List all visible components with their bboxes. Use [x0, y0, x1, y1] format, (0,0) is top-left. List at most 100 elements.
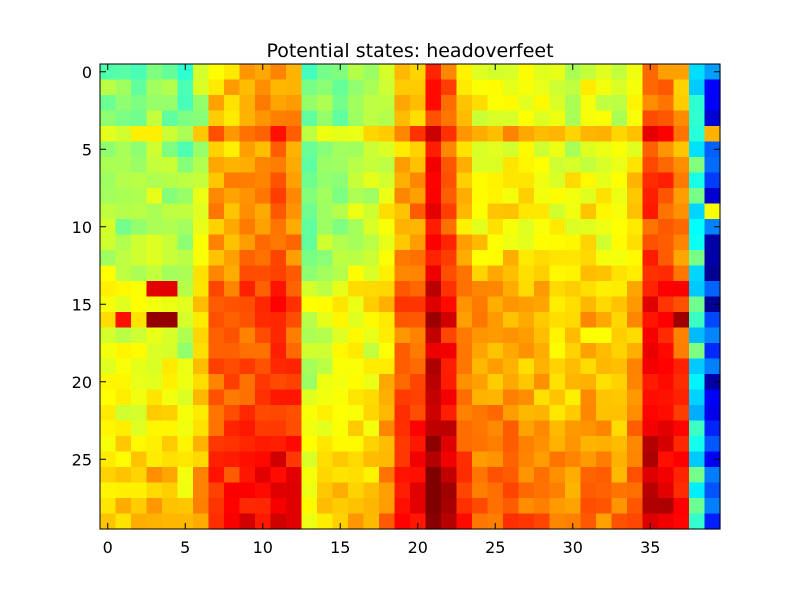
heatmap-cell — [704, 405, 721, 422]
heatmap-cell — [286, 126, 303, 143]
heatmap-cell — [487, 374, 504, 391]
heatmap-cell — [410, 374, 427, 391]
heatmap-cell — [146, 358, 163, 375]
heatmap-cell — [673, 374, 690, 391]
heatmap-cell — [363, 405, 380, 422]
heatmap-cell — [425, 358, 442, 375]
heatmap-cell — [425, 389, 442, 406]
heatmap-cell — [611, 436, 628, 453]
heatmap-cell — [317, 126, 334, 143]
heatmap-cell — [317, 203, 334, 220]
heatmap-cell — [611, 451, 628, 468]
heatmap-cell — [394, 389, 411, 406]
heatmap-cell — [673, 327, 690, 344]
heatmap-cell — [224, 436, 241, 453]
heatmap-cell — [348, 126, 365, 143]
heatmap-cell — [611, 296, 628, 313]
heatmap-cell — [410, 219, 427, 236]
heatmap-cell — [627, 374, 644, 391]
heatmap-cell — [518, 126, 535, 143]
heatmap-cell — [193, 265, 210, 282]
heatmap-cell — [658, 498, 675, 515]
heatmap-cell — [503, 327, 520, 344]
heatmap-cell — [704, 358, 721, 375]
heatmap-cell — [487, 327, 504, 344]
heatmap-cell — [177, 219, 194, 236]
heatmap-cell — [487, 296, 504, 313]
heatmap-cell — [456, 405, 473, 422]
heatmap-cell — [224, 358, 241, 375]
heatmap-cell — [286, 95, 303, 112]
heatmap-cell — [441, 188, 458, 205]
heatmap-cell — [627, 141, 644, 158]
heatmap-cell — [611, 482, 628, 499]
heatmap-cell — [115, 172, 132, 189]
heatmap-cell — [255, 482, 272, 499]
heatmap-cell — [410, 296, 427, 313]
heatmap-cell — [642, 436, 659, 453]
heatmap-cell — [441, 374, 458, 391]
heatmap-cell — [208, 482, 225, 499]
heatmap-cell — [441, 482, 458, 499]
heatmap-cell — [410, 64, 427, 81]
heatmap-cell — [146, 420, 163, 437]
heatmap-cell — [270, 498, 287, 515]
heatmap-cell — [332, 343, 349, 360]
heatmap-cell — [224, 513, 241, 530]
heatmap-cell — [425, 203, 442, 220]
heatmap-cell — [224, 281, 241, 298]
heatmap-cell — [456, 498, 473, 515]
heatmap-cell — [611, 95, 628, 112]
heatmap-cell — [146, 79, 163, 96]
heatmap-cell — [472, 405, 489, 422]
heatmap-cell — [580, 219, 597, 236]
heatmap-cell — [332, 95, 349, 112]
heatmap-cell — [549, 188, 566, 205]
heatmap-cell — [658, 157, 675, 174]
heatmap-cell — [224, 219, 241, 236]
heatmap-cell — [332, 126, 349, 143]
heatmap-cell — [286, 157, 303, 174]
heatmap-cell — [301, 343, 318, 360]
heatmap-cell — [239, 281, 256, 298]
heatmap-cell — [658, 265, 675, 282]
heatmap-cell — [239, 265, 256, 282]
heatmap-cell — [472, 296, 489, 313]
heatmap-cell — [131, 312, 148, 329]
heatmap-cell — [410, 141, 427, 158]
heatmap-cell — [410, 95, 427, 112]
heatmap-cell — [627, 467, 644, 484]
heatmap-cell — [487, 157, 504, 174]
heatmap-cell — [456, 110, 473, 127]
x-tick-label: 35 — [640, 538, 660, 557]
heatmap-cell — [689, 157, 706, 174]
heatmap-cell — [239, 358, 256, 375]
heatmap-cell — [565, 451, 582, 468]
heatmap-cell — [100, 126, 117, 143]
heatmap-cell — [596, 405, 613, 422]
heatmap-cell — [317, 327, 334, 344]
heatmap-cell — [689, 203, 706, 220]
heatmap-cell — [549, 157, 566, 174]
heatmap-cell — [146, 219, 163, 236]
heatmap-cell — [518, 374, 535, 391]
heatmap-cell — [611, 234, 628, 251]
heatmap-cell — [642, 203, 659, 220]
heatmap-cell — [255, 513, 272, 530]
heatmap-cell — [193, 64, 210, 81]
heatmap-cell — [193, 513, 210, 530]
heatmap-cell — [208, 172, 225, 189]
heatmap-cell — [286, 234, 303, 251]
heatmap-cell — [456, 141, 473, 158]
heatmap-cell — [549, 110, 566, 127]
heatmap-cell — [224, 405, 241, 422]
heatmap-cell — [673, 498, 690, 515]
heatmap-cell — [162, 343, 179, 360]
heatmap-cell — [627, 265, 644, 282]
heatmap-cell — [193, 234, 210, 251]
heatmap-cell — [239, 436, 256, 453]
heatmap-cell — [270, 250, 287, 267]
heatmap-cell — [487, 343, 504, 360]
heatmap-cell — [673, 110, 690, 127]
heatmap-cell — [472, 513, 489, 530]
